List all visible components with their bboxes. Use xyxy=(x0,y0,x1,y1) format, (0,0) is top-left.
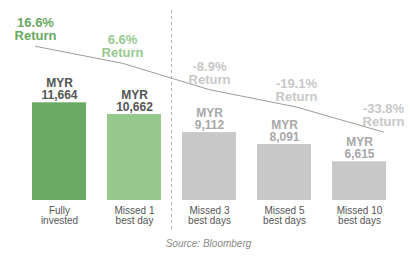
svg-text:MYR8,091: MYR8,091 xyxy=(269,118,299,144)
svg-text:MYR6,615: MYR6,615 xyxy=(344,135,374,161)
svg-text:MYR10,662: MYR10,662 xyxy=(116,88,153,114)
svg-text:MYR9,112: MYR9,112 xyxy=(195,106,225,132)
svg-text:Missed 1best day: Missed 1best day xyxy=(114,205,154,226)
svg-text:-19.1%Return: -19.1%Return xyxy=(276,76,318,104)
svg-text:Fullyinvested: Fullyinvested xyxy=(41,205,78,226)
svg-text:MYR11,664: MYR11,664 xyxy=(41,76,77,102)
svg-text:-33.8%Return: -33.8%Return xyxy=(363,101,405,129)
svg-text:Missed 5best days: Missed 5best days xyxy=(263,205,306,226)
svg-text:6.6%Return: 6.6%Return xyxy=(102,32,144,60)
svg-text:Missed 3best days: Missed 3best days xyxy=(188,205,231,226)
svg-text:16.6%Return: 16.6%Return xyxy=(15,15,57,43)
html-text:Source: Bloomberg: Source: Bloomberg xyxy=(165,238,252,249)
svg-text:Missed 10best days: Missed 10best days xyxy=(337,205,383,226)
svg-text:-8.9%Return: -8.9%Return xyxy=(189,59,231,87)
